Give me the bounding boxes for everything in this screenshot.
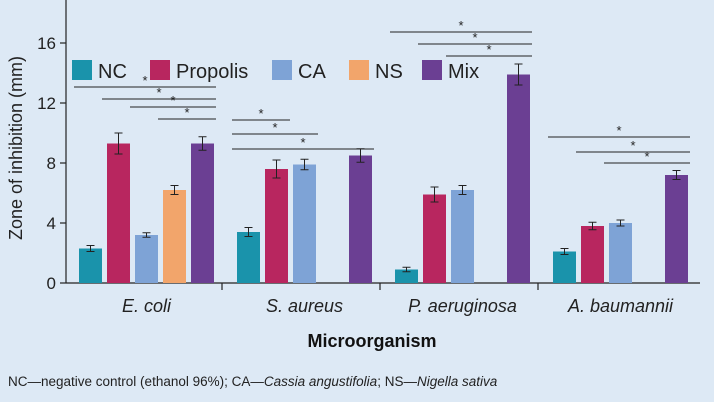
- legend-swatch-nc: [72, 60, 92, 80]
- bar-mix: [665, 175, 688, 283]
- bar-propolis: [423, 194, 446, 283]
- significance-label: *: [630, 138, 635, 153]
- y-axis-title: Zone of inhibition (mm): [6, 56, 26, 240]
- significance-label: *: [472, 30, 477, 45]
- bar-propolis: [107, 143, 130, 283]
- significance-label: *: [458, 18, 463, 33]
- bar-propolis: [265, 169, 288, 283]
- significance-label: *: [258, 106, 263, 121]
- bar-propolis: [581, 226, 604, 283]
- y-tick-label: 16: [37, 34, 56, 53]
- significance-label: *: [184, 105, 189, 120]
- legend-label-nc: NC: [98, 61, 127, 83]
- category-label: S. aureus: [266, 296, 343, 316]
- footnote-species-1: Cassia angustifolia: [263, 374, 378, 389]
- bar-ca: [451, 190, 474, 283]
- bar-nc: [553, 251, 576, 283]
- category-label: A. baumannii: [567, 296, 674, 316]
- significance-label: *: [170, 93, 175, 108]
- y-tick-label: 12: [37, 94, 56, 113]
- legend-label-propolis: Propolis: [176, 61, 248, 83]
- category-label: P. aeruginosa: [408, 296, 517, 316]
- footnote: NC—negative control (ethanol 96%); CA—Ca…: [8, 374, 497, 389]
- legend-swatch-ca: [272, 60, 292, 80]
- footnote-text-2: ; NS—: [377, 374, 417, 389]
- footnote-text-1: NC—negative control (ethanol 96%); CA—: [8, 374, 264, 389]
- legend-swatch-mix: [422, 60, 442, 80]
- category-label: E. coli: [122, 296, 172, 316]
- legend-swatch-ns: [349, 60, 369, 80]
- legend: NC Propolis CA NS Mix: [72, 60, 479, 83]
- bar-chart: 0 4 8 12 16 E. coli S. aureus P. aeruginosa A. b…: [6, 0, 700, 351]
- bar-mix: [191, 143, 214, 283]
- error-bars-layer: [86, 63, 681, 273]
- bars-layer: [79, 74, 688, 283]
- significance-label: *: [644, 149, 649, 164]
- significance-label: *: [616, 123, 621, 138]
- significance-label: *: [156, 85, 161, 100]
- legend-label-ca: CA: [298, 61, 326, 83]
- y-tick-label: 4: [47, 214, 56, 233]
- significance-label: *: [300, 135, 305, 150]
- significance-label: *: [486, 42, 491, 57]
- significance-label: *: [142, 73, 147, 88]
- bar-nc: [395, 269, 418, 283]
- bar-mix: [349, 155, 372, 283]
- y-tick-label: 8: [47, 154, 56, 173]
- footnote-species-2: Nigella sativa: [416, 374, 498, 389]
- significance-layer: * * * * * * * * * * * * *: [74, 18, 690, 164]
- bar-mix: [507, 74, 530, 283]
- legend-swatch-propolis: [150, 60, 170, 80]
- bar-ca: [609, 223, 632, 283]
- y-tick-label: 0: [47, 274, 56, 293]
- legend-label-ns: NS: [375, 61, 403, 83]
- bar-nc: [79, 248, 102, 283]
- legend-label-mix: Mix: [448, 61, 479, 83]
- bar-nc: [237, 232, 260, 283]
- bar-ca: [293, 164, 316, 283]
- axes-layer: 0 4 8 12 16 E. coli S. aureus P. aeruginosa A. b…: [37, 0, 700, 316]
- bar-ca: [135, 235, 158, 283]
- x-axis-title: Microorganism: [307, 331, 436, 351]
- bar-ns: [163, 190, 186, 283]
- significance-label: *: [272, 120, 277, 135]
